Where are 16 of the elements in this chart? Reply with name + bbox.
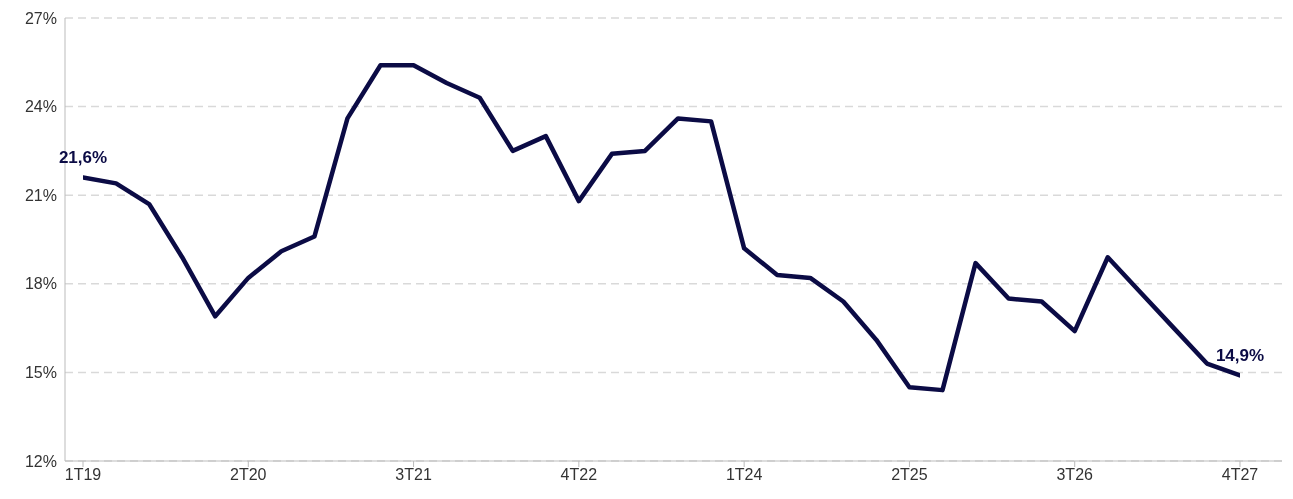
x-tick-label: 3T21 bbox=[395, 466, 432, 484]
x-tick-label: 1T24 bbox=[725, 466, 763, 484]
y-tick-label: 21% bbox=[24, 186, 57, 204]
y-tick-label: 12% bbox=[24, 452, 57, 470]
x-tick-label: 4T27 bbox=[1221, 466, 1259, 484]
data-label: 14,9% bbox=[1215, 346, 1265, 366]
x-tick-label: 3T26 bbox=[1056, 466, 1094, 484]
x-tick-label: 4T22 bbox=[560, 466, 598, 484]
x-tick-label: 2T20 bbox=[230, 466, 267, 484]
x-tick-label: 2T25 bbox=[891, 466, 928, 484]
y-tick-label: 27% bbox=[24, 9, 57, 27]
y-tick-label: 24% bbox=[24, 98, 57, 116]
y-tick-label: 18% bbox=[24, 275, 57, 293]
data-label: 21,6% bbox=[58, 148, 108, 168]
x-tick-label: 1T19 bbox=[64, 466, 102, 484]
y-tick-label: 15% bbox=[24, 364, 57, 382]
